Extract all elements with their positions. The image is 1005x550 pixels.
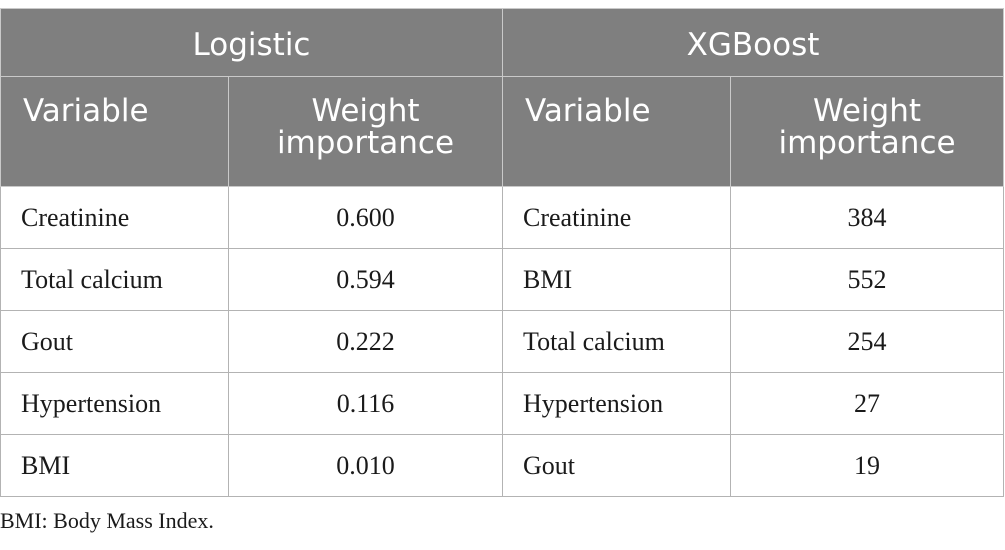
logistic-variable-cell: Creatinine <box>0 186 229 249</box>
xgboost-variable-header: Variable <box>502 76 732 187</box>
weight-header-line2: importance <box>778 125 956 161</box>
logistic-weight-cell: 0.594 <box>227 248 504 311</box>
weight-header-line1: Weight <box>311 93 420 129</box>
weight-header-line1: Weight <box>813 93 922 129</box>
logistic-weight-cell: 0.222 <box>227 310 504 373</box>
weight-importance-table: Logistic XGBoost Variable Weight importa… <box>0 8 1005 497</box>
table-header: Logistic XGBoost Variable Weight importa… <box>0 8 1005 187</box>
logistic-variable-header: Variable <box>0 76 229 187</box>
xgboost-variable-cell: Creatinine <box>502 186 732 249</box>
xgboost-weight-cell: 552 <box>730 248 1005 311</box>
column-header-row: Variable Weight importance Variable Weig… <box>0 76 1005 187</box>
logistic-variable-cell: Gout <box>0 310 229 373</box>
xgboost-variable-cell: Total calcium <box>502 310 732 373</box>
table-row: Gout 0.222 Total calcium 254 <box>0 310 1005 373</box>
table-body: Creatinine 0.600 Creatinine 384 Total ca… <box>0 186 1005 497</box>
model-group-header-row: Logistic XGBoost <box>0 8 1005 77</box>
xgboost-weight-cell: 19 <box>730 434 1005 497</box>
table-row: Creatinine 0.600 Creatinine 384 <box>0 186 1005 249</box>
logistic-weight-cell: 0.116 <box>227 372 504 435</box>
xgboost-weight-cell: 254 <box>730 310 1005 373</box>
xgboost-weight-cell: 384 <box>730 186 1005 249</box>
logistic-variable-cell: Total calcium <box>0 248 229 311</box>
table-row: Total calcium 0.594 BMI 552 <box>0 248 1005 311</box>
logistic-variable-cell: Hypertension <box>0 372 229 435</box>
xgboost-weight-header: Weight importance <box>730 76 1005 187</box>
weight-header-line2: importance <box>276 125 455 161</box>
logistic-weight-cell: 0.010 <box>227 434 504 497</box>
group-header-logistic: Logistic <box>0 8 504 77</box>
table-footnote: BMI: Body Mass Index. <box>0 508 214 533</box>
xgboost-variable-cell: Gout <box>502 434 732 497</box>
table-row: Hypertension 0.116 Hypertension 27 <box>0 372 1005 435</box>
xgboost-weight-cell: 27 <box>730 372 1005 435</box>
logistic-weight-header: Weight importance <box>227 76 504 187</box>
logistic-variable-cell: BMI <box>0 434 229 497</box>
group-header-xgboost: XGBoost <box>502 8 1005 77</box>
logistic-weight-cell: 0.600 <box>227 186 504 249</box>
xgboost-variable-cell: Hypertension <box>502 372 732 435</box>
xgboost-variable-cell: BMI <box>502 248 732 311</box>
table-row: BMI 0.010 Gout 19 <box>0 434 1005 497</box>
